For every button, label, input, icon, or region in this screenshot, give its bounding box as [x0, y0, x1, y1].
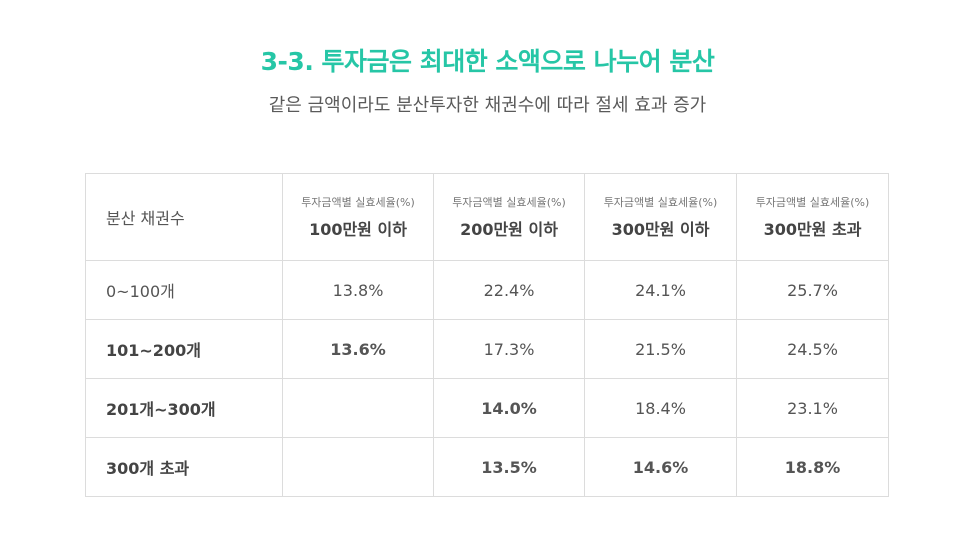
table-cell-highlight: 13.6% [282, 319, 434, 379]
table-cell: 24.1% [584, 260, 737, 320]
table-row: 300개 초과 13.5% 14.6% 18.8% [85, 437, 889, 497]
corner-header: 분산 채권수 [85, 173, 283, 261]
column-header-sub: 투자금액별 실효세율(%) [603, 196, 718, 209]
table-cell-empty [282, 437, 434, 497]
column-header-sub: 투자금액별 실효세율(%) [755, 196, 870, 209]
table-row: 101~200개 13.6% 17.3% 21.5% 24.5% [85, 319, 889, 379]
table-cell: 25.7% [736, 260, 889, 320]
row-label: 201개~300개 [85, 378, 283, 438]
column-header-sub: 투자금액별 실효세율(%) [452, 196, 566, 209]
table-cell-highlight: 14.6% [584, 437, 737, 497]
table-cell: 22.4% [433, 260, 585, 320]
page-subtitle: 같은 금액이라도 분산투자한 채권수에 따라 절세 효과 증가 [268, 95, 707, 116]
column-header: 투자금액별 실효세율(%) 300만원 초과 [736, 173, 889, 261]
table-cell-highlight: 18.8% [736, 437, 889, 497]
table-cell: 23.1% [736, 378, 889, 438]
column-header-main: 200만원 이하 [460, 220, 558, 239]
table-cell: 17.3% [433, 319, 585, 379]
table-cell-highlight: 14.0% [433, 378, 585, 438]
column-header-main: 300만원 초과 [763, 220, 862, 239]
column-header-sub: 투자금액별 실효세율(%) [301, 196, 415, 209]
row-label: 0~100개 [85, 260, 283, 320]
table-row: 0~100개 13.8% 22.4% 24.1% 25.7% [85, 260, 889, 320]
column-header: 투자금액별 실효세율(%) 100만원 이하 [282, 173, 434, 261]
table-header-row: 분산 채권수 투자금액별 실효세율(%) 100만원 이하 투자금액별 실효세율… [85, 173, 889, 261]
table-row: 201개~300개 14.0% 18.4% 23.1% [85, 378, 889, 438]
table-cell: 13.8% [282, 260, 434, 320]
row-label: 101~200개 [85, 319, 283, 379]
column-header-main: 100만원 이하 [309, 220, 407, 239]
column-header: 투자금액별 실효세율(%) 200만원 이하 [433, 173, 585, 261]
page-title: 3-3. 투자금은 최대한 소액으로 나누어 분산 [260, 47, 715, 76]
table-cell: 18.4% [584, 378, 737, 438]
table-cell: 24.5% [736, 319, 889, 379]
table-cell: 21.5% [584, 319, 737, 379]
row-label: 300개 초과 [85, 437, 283, 497]
column-header-main: 300만원 이하 [611, 220, 710, 239]
column-header: 투자금액별 실효세율(%) 300만원 이하 [584, 173, 737, 261]
table-cell-empty [282, 378, 434, 438]
tax-rate-table: 분산 채권수 투자금액별 실효세율(%) 100만원 이하 투자금액별 실효세율… [85, 173, 889, 497]
table-cell-highlight: 13.5% [433, 437, 585, 497]
